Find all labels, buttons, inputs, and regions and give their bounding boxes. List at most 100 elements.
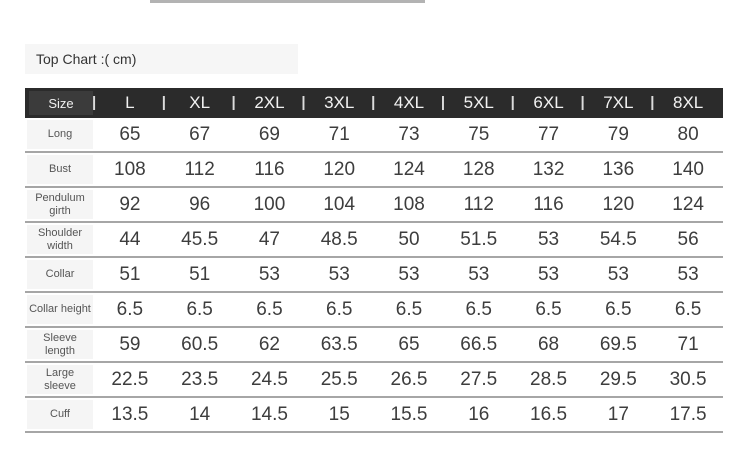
value-cell: 53 [537,228,560,250]
size-column-label: 7XL [603,93,634,112]
value-cell: 54.5 [599,228,637,250]
value-cell: 17.5 [669,403,707,425]
value-cell: 124 [672,193,704,215]
value-cell: 132 [532,158,565,180]
size-column-label: 8XL [672,93,704,112]
value-cell: 66.5 [460,333,498,355]
value-cell: 80 [677,123,699,145]
value-cell: 79 [607,123,629,145]
size-column-header: | 3XL [301,88,374,118]
value-cell: 44 [119,228,141,250]
column-separator: | [371,94,376,112]
size-column-header: | 4XL [371,88,444,118]
value-cell: 6.5 [256,298,283,320]
row-label: Long [27,120,93,149]
value-cell: 51 [189,263,211,285]
value-cell: 67 [189,123,211,145]
value-cell: 14 [189,403,211,425]
value-cell: 51.5 [460,228,498,250]
size-chart-title: Top Chart :( cm) [25,44,298,74]
value-cell: 77 [537,123,560,145]
size-column-label: 3XL [324,93,355,112]
value-cell: 53 [468,263,490,285]
value-cell: 6.5 [186,298,213,320]
value-cell: 53 [537,263,560,285]
value-cell: 15.5 [390,403,428,425]
value-cell: 59 [119,333,141,355]
value-cell: 13.5 [111,403,149,425]
value-cell: 23.5 [181,368,219,390]
row-label: Large sleeve [27,365,93,394]
value-cell: 16.5 [530,403,568,425]
row-label: Pendulum girth [27,190,93,219]
table-row: Collar height 6.5 6.5 6.5 6.5 6.5 6.5 6.5 6.5 6.… [25,293,723,328]
size-column-header: | XL [161,88,235,118]
value-cell: 140 [672,158,704,180]
value-cell: 71 [328,123,350,145]
value-cell: 6.5 [674,298,702,320]
value-cell: 6.5 [395,298,423,320]
value-cell: 6.5 [605,298,632,320]
value-cell: 30.5 [669,368,707,390]
row-label: Sleeve length [27,330,93,359]
table-header-row: Size | L | XL | 2XL | 3XL | 4XL | 5XL | … [25,88,723,118]
value-cell: 108 [114,158,146,180]
value-cell: 69.5 [599,333,637,355]
value-cell: 65 [119,123,141,145]
value-cell: 104 [323,193,356,215]
value-cell: 51 [119,263,141,285]
table-row: Shoulder width 44 45.5 47 48.5 50 51.5 53 54.5 5… [25,223,723,258]
row-label: Collar height [27,295,93,324]
size-chart-table: Size | L | XL | 2XL | 3XL | 4XL | 5XL | … [25,88,723,433]
row-label: Bust [27,155,93,184]
value-cell: 53 [607,263,629,285]
value-cell: 75 [468,123,490,145]
value-cell: 22.5 [111,368,149,390]
value-cell: 120 [323,158,356,180]
value-cell: 6.5 [465,298,492,320]
value-cell: 45.5 [181,228,219,250]
value-cell: 56 [677,228,699,250]
value-cell: 120 [602,193,635,215]
value-cell: 128 [462,158,495,180]
value-cell: 69 [258,123,280,145]
value-cell: 63.5 [320,333,358,355]
table-row: Pendulum girth 92 96 100 104 108 112 116 120 124 [25,188,723,223]
column-separator: | [650,94,655,112]
size-column-header: | 2XL [232,88,305,118]
table-row: Large sleeve 22.5 23.5 24.5 25.5 26.5 27.5 28.… [25,363,723,398]
value-cell: 6.5 [116,298,144,320]
value-cell: 14.5 [250,403,288,425]
size-column-header: | L [92,88,165,118]
value-cell: 112 [184,158,215,180]
column-separator: | [440,94,446,112]
size-column-header: | 7XL [580,88,653,118]
row-label: Cuff [27,400,93,429]
size-header-cell: Size [29,91,93,115]
value-cell: 25.5 [320,368,358,390]
table-body: Long 65 67 69 71 73 75 77 79 80 Bust 108 112 116 12… [25,118,723,433]
size-column-label: XL [189,93,211,112]
column-separator: | [510,94,515,112]
value-cell: 53 [258,263,280,285]
size-column-header: | 6XL [510,88,584,118]
value-cell: 96 [189,193,211,215]
row-label: Shoulder width [27,225,93,254]
value-cell: 29.5 [599,368,637,390]
value-cell: 60.5 [181,333,219,355]
value-cell: 112 [463,193,494,215]
value-cell: 48.5 [320,228,358,250]
value-cell: 116 [254,158,285,180]
value-cell: 108 [393,193,425,215]
value-cell: 24.5 [250,368,288,390]
value-cell: 16 [468,403,490,425]
size-column-header: | 8XL [650,88,723,118]
value-cell: 71 [677,333,699,355]
value-cell: 47 [258,228,280,250]
column-separator: | [161,94,166,112]
value-cell: 68 [537,333,560,355]
size-column-label: L [125,93,135,112]
value-cell: 53 [328,263,350,285]
value-cell: 62 [258,333,280,355]
value-cell: 136 [602,158,635,180]
